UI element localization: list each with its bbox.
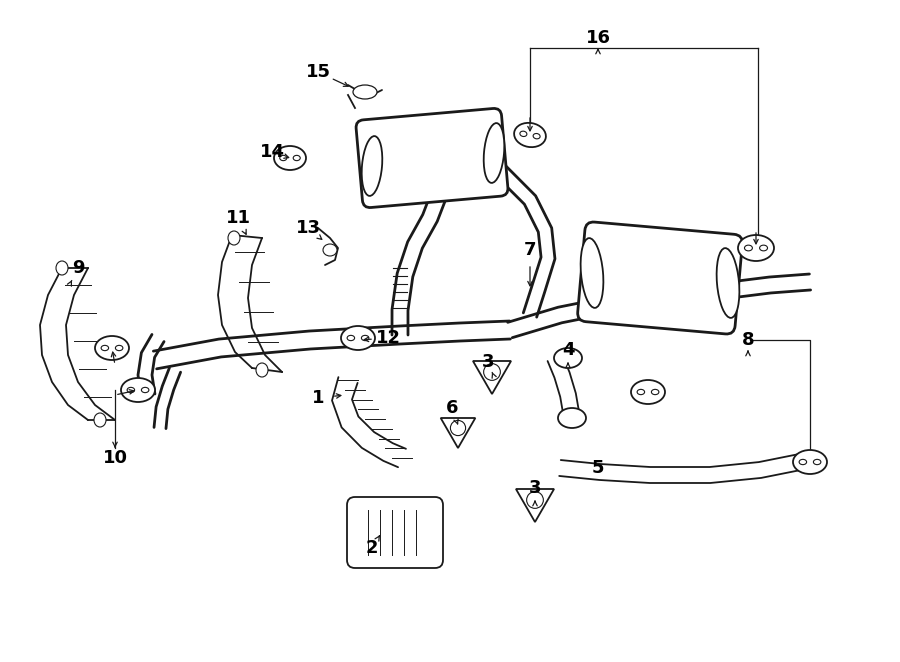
Ellipse shape bbox=[94, 413, 106, 427]
Text: 15: 15 bbox=[305, 63, 330, 81]
Ellipse shape bbox=[95, 336, 129, 360]
Text: 5: 5 bbox=[592, 459, 604, 477]
Text: 16: 16 bbox=[586, 29, 610, 47]
Ellipse shape bbox=[256, 363, 268, 377]
Ellipse shape bbox=[637, 389, 644, 395]
Ellipse shape bbox=[127, 387, 135, 393]
FancyBboxPatch shape bbox=[578, 222, 742, 334]
Ellipse shape bbox=[362, 136, 382, 196]
Ellipse shape bbox=[228, 231, 240, 245]
Ellipse shape bbox=[280, 156, 287, 161]
Ellipse shape bbox=[814, 459, 821, 465]
Ellipse shape bbox=[738, 235, 774, 261]
Ellipse shape bbox=[554, 348, 582, 368]
Ellipse shape bbox=[56, 261, 68, 275]
Ellipse shape bbox=[483, 123, 504, 183]
Polygon shape bbox=[472, 361, 511, 394]
Polygon shape bbox=[516, 489, 554, 522]
Ellipse shape bbox=[760, 245, 768, 251]
Text: 9: 9 bbox=[72, 259, 85, 277]
Ellipse shape bbox=[101, 346, 109, 351]
Ellipse shape bbox=[450, 420, 465, 436]
Ellipse shape bbox=[341, 326, 375, 350]
Ellipse shape bbox=[520, 131, 526, 136]
Ellipse shape bbox=[293, 156, 301, 161]
Ellipse shape bbox=[514, 123, 546, 147]
Ellipse shape bbox=[483, 363, 500, 381]
Text: 3: 3 bbox=[482, 353, 494, 371]
Text: 8: 8 bbox=[742, 331, 754, 349]
Ellipse shape bbox=[793, 450, 827, 474]
Text: 1: 1 bbox=[311, 389, 324, 407]
Ellipse shape bbox=[533, 134, 540, 139]
Text: 7: 7 bbox=[524, 241, 536, 259]
Ellipse shape bbox=[141, 387, 149, 393]
Text: 3: 3 bbox=[529, 479, 541, 497]
Ellipse shape bbox=[353, 85, 377, 99]
Text: 10: 10 bbox=[103, 449, 128, 467]
Ellipse shape bbox=[526, 492, 544, 508]
FancyBboxPatch shape bbox=[347, 497, 443, 568]
Text: 6: 6 bbox=[446, 399, 458, 417]
Ellipse shape bbox=[744, 245, 752, 251]
Text: 13: 13 bbox=[295, 219, 320, 237]
FancyBboxPatch shape bbox=[356, 109, 508, 208]
Text: 14: 14 bbox=[259, 143, 284, 161]
Ellipse shape bbox=[716, 248, 740, 318]
Ellipse shape bbox=[631, 380, 665, 404]
Ellipse shape bbox=[652, 389, 659, 395]
Text: 11: 11 bbox=[226, 209, 250, 227]
Ellipse shape bbox=[362, 336, 369, 341]
Ellipse shape bbox=[558, 408, 586, 428]
Text: 2: 2 bbox=[365, 539, 378, 557]
Ellipse shape bbox=[274, 146, 306, 170]
Text: 12: 12 bbox=[375, 329, 401, 347]
Ellipse shape bbox=[115, 346, 123, 351]
Ellipse shape bbox=[799, 459, 806, 465]
Ellipse shape bbox=[580, 238, 603, 308]
Ellipse shape bbox=[347, 336, 355, 341]
Polygon shape bbox=[441, 418, 475, 448]
Text: 4: 4 bbox=[562, 341, 574, 359]
Ellipse shape bbox=[323, 244, 337, 256]
Ellipse shape bbox=[121, 378, 155, 402]
